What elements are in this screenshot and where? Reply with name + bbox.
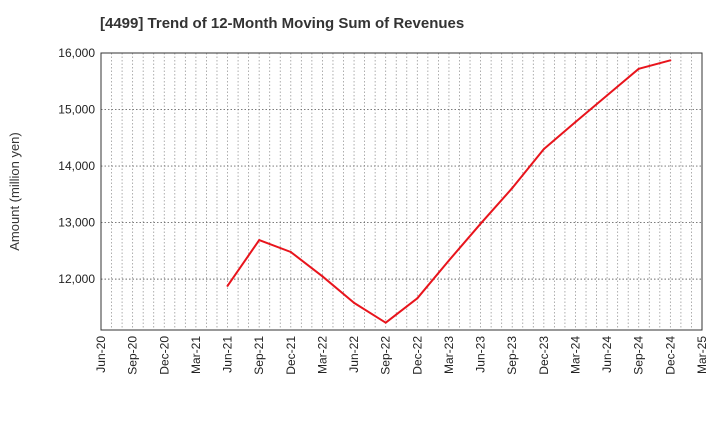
data-point bbox=[479, 222, 482, 225]
data-point bbox=[637, 67, 640, 70]
data-point bbox=[226, 284, 229, 287]
y-tick-label: 12,000 bbox=[58, 272, 95, 286]
x-tick-label: Mar-23 bbox=[442, 336, 456, 374]
data-point bbox=[321, 275, 324, 278]
x-tick-label: Mar-21 bbox=[189, 336, 203, 374]
plot-area bbox=[101, 53, 702, 330]
data-point bbox=[542, 148, 545, 151]
x-tick-label: Dec-21 bbox=[284, 336, 298, 375]
data-point bbox=[606, 94, 609, 97]
x-tick-label: Jun-21 bbox=[221, 336, 235, 373]
x-tick-label: Mar-24 bbox=[568, 336, 582, 374]
x-tick-label: Sep-23 bbox=[505, 336, 519, 375]
data-point bbox=[669, 59, 672, 62]
x-tick-label: Mar-22 bbox=[315, 336, 329, 374]
x-tick-label: Jun-20 bbox=[94, 336, 108, 373]
data-point bbox=[447, 259, 450, 262]
data-point bbox=[416, 297, 419, 300]
data-point bbox=[574, 120, 577, 123]
plot-border bbox=[100, 52, 703, 331]
data-point bbox=[289, 250, 292, 253]
x-tick-label: Mar-25 bbox=[695, 336, 709, 374]
x-tick-label: Sep-22 bbox=[379, 336, 393, 375]
data-point bbox=[511, 187, 514, 190]
data-point bbox=[258, 239, 261, 242]
x-tick-label: Sep-21 bbox=[252, 336, 266, 375]
y-tick-label: 15,000 bbox=[58, 103, 95, 117]
x-tick-label: Dec-22 bbox=[410, 336, 424, 375]
chart-title: [4499] Trend of 12-Month Moving Sum of R… bbox=[100, 15, 465, 32]
data-point bbox=[353, 301, 356, 304]
y-tick-label: 14,000 bbox=[58, 159, 95, 173]
x-tick-label: Jun-22 bbox=[347, 336, 361, 373]
x-tick-label: Sep-24 bbox=[632, 336, 646, 375]
x-tick-label: Dec-24 bbox=[663, 336, 677, 375]
y-axis-title: Amount (million yen) bbox=[7, 132, 22, 251]
x-tick-label: Dec-20 bbox=[157, 336, 171, 375]
y-tick-label: 16,000 bbox=[58, 46, 95, 60]
x-tick-label: Jun-24 bbox=[600, 336, 614, 373]
y-tick-label: 13,000 bbox=[58, 216, 95, 230]
x-tick-label: Jun-23 bbox=[474, 336, 488, 373]
x-tick-label: Dec-23 bbox=[537, 336, 551, 375]
data-point bbox=[384, 321, 387, 324]
x-tick-label: Sep-20 bbox=[126, 336, 140, 375]
